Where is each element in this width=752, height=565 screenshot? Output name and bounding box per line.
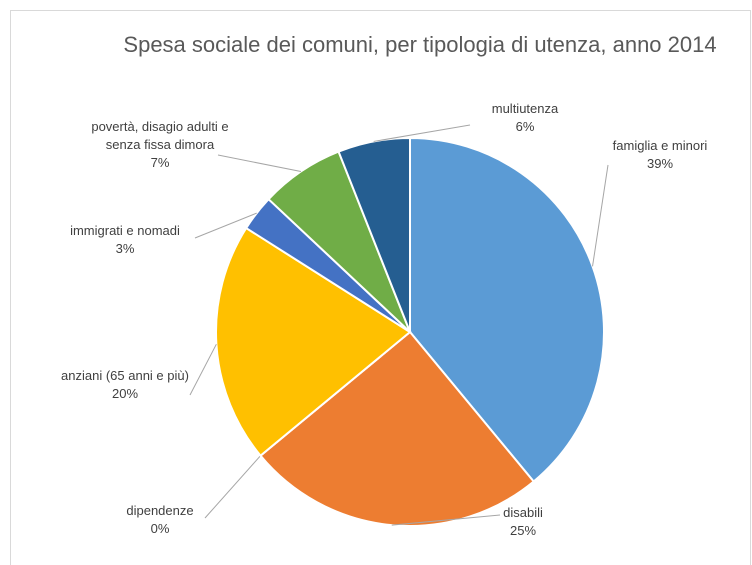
value-label: 3% (115, 241, 135, 256)
value-label: 39% (646, 156, 674, 171)
leader-line (204, 455, 261, 519)
value-label: 20% (111, 386, 139, 401)
data-label: povertà, disagio adulti e senza fissa di… (85, 118, 235, 172)
category-label: disabili (503, 505, 543, 520)
leader-line (592, 164, 609, 267)
value-label: 6% (515, 119, 535, 134)
data-label: anziani (65 anni e più) 20% (50, 367, 200, 403)
data-label: immigrati e nomadi 3% (50, 222, 200, 258)
leader-line (189, 343, 217, 396)
chart-title: Spesa sociale dei comuni, per tipologia … (123, 32, 717, 57)
leader-line (373, 124, 471, 142)
category-label: dipendenze (126, 503, 194, 518)
data-label: famiglia e minori 39% (585, 137, 735, 173)
leader-line (194, 212, 257, 239)
frame (10, 10, 751, 565)
category-label: famiglia e minori (612, 138, 708, 153)
data-label: disabili 25% (448, 504, 598, 540)
category-label: anziani (65 anni e più) (61, 368, 189, 383)
value-label: 0% (150, 521, 170, 536)
data-label: dipendenze 0% (85, 502, 235, 538)
category-label: immigrati e nomadi (70, 223, 180, 238)
leader-line (217, 154, 302, 173)
data-label: multiutenza 6% (450, 100, 600, 136)
category-label: multiutenza (491, 101, 559, 116)
value-label: 25% (509, 523, 537, 538)
pie-slice (409, 136, 605, 483)
value-label: 7% (150, 155, 170, 170)
leader-line (391, 514, 501, 526)
category-label: povertà, disagio adulti e senza fissa di… (91, 119, 229, 152)
